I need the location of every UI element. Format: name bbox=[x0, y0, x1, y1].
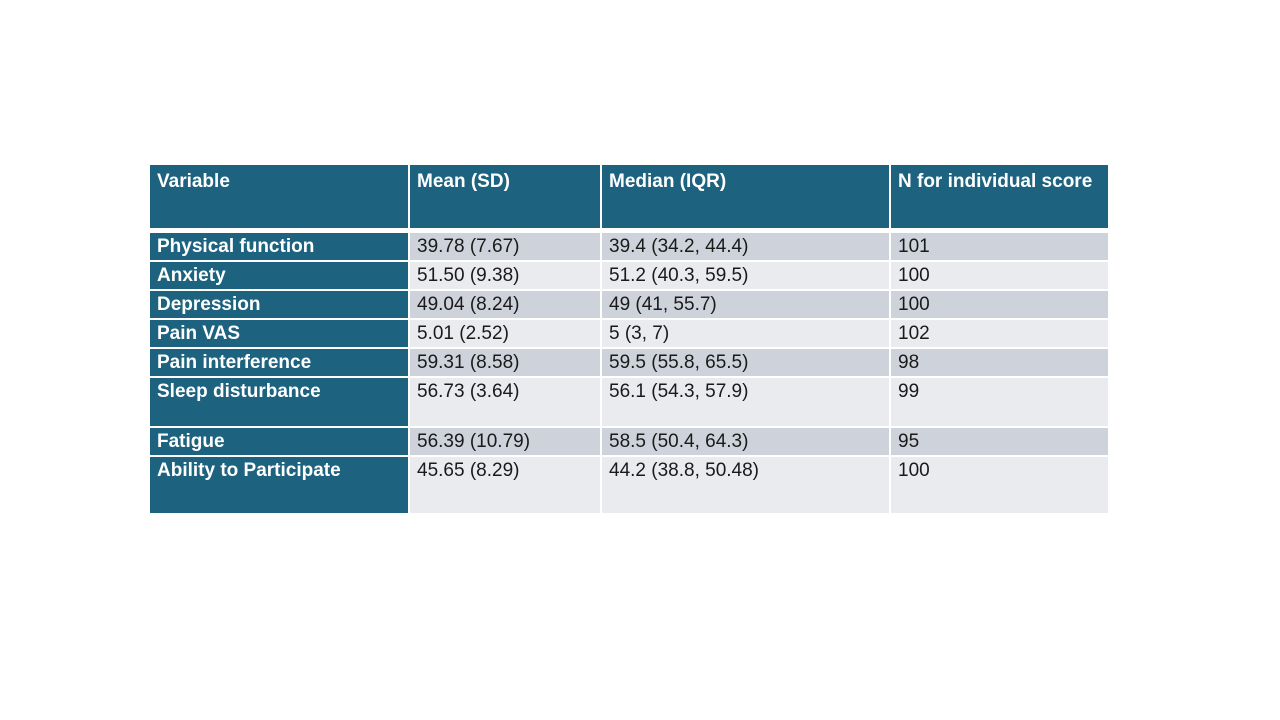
summary-statistics-table: Variable Mean (SD) Median (IQR) N for in… bbox=[150, 165, 1108, 513]
table-cell: 45.65 (8.29) bbox=[410, 457, 602, 513]
col-header-n-individual-score: N for individual score bbox=[891, 165, 1108, 233]
table-cell: 101 bbox=[891, 233, 1108, 262]
col-header-variable: Variable bbox=[150, 165, 410, 233]
table-cell: 39.78 (7.67) bbox=[410, 233, 602, 262]
row-header: Pain interference bbox=[150, 349, 410, 378]
table-cell: 5.01 (2.52) bbox=[410, 320, 602, 349]
table-cell: 102 bbox=[891, 320, 1108, 349]
table-cell: 100 bbox=[891, 291, 1108, 320]
table-cell: 49.04 (8.24) bbox=[410, 291, 602, 320]
table-cell: 100 bbox=[891, 457, 1108, 513]
table-cell: 5 (3, 7) bbox=[602, 320, 891, 349]
table-cell: 39.4 (34.2, 44.4) bbox=[602, 233, 891, 262]
col-header-median-iqr: Median (IQR) bbox=[602, 165, 891, 233]
row-header: Ability to Participate bbox=[150, 457, 410, 513]
table-cell: 56.73 (3.64) bbox=[410, 378, 602, 428]
table-cell: 56.39 (10.79) bbox=[410, 428, 602, 457]
table-cell: 95 bbox=[891, 428, 1108, 457]
row-header: Depression bbox=[150, 291, 410, 320]
table-cell: 44.2 (38.8, 50.48) bbox=[602, 457, 891, 513]
table-cell: 59.31 (8.58) bbox=[410, 349, 602, 378]
table-cell: 59.5 (55.8, 65.5) bbox=[602, 349, 891, 378]
table-cell: 100 bbox=[891, 262, 1108, 291]
table-cell: 49 (41, 55.7) bbox=[602, 291, 891, 320]
table-cell: 58.5 (50.4, 64.3) bbox=[602, 428, 891, 457]
row-header: Pain VAS bbox=[150, 320, 410, 349]
row-header: Anxiety bbox=[150, 262, 410, 291]
row-header: Sleep disturbance bbox=[150, 378, 410, 428]
table-cell: 99 bbox=[891, 378, 1108, 428]
table-cell: 98 bbox=[891, 349, 1108, 378]
table-cell: 51.2 (40.3, 59.5) bbox=[602, 262, 891, 291]
table-cell: 56.1 (54.3, 57.9) bbox=[602, 378, 891, 428]
row-header: Physical function bbox=[150, 233, 410, 262]
row-header: Fatigue bbox=[150, 428, 410, 457]
table-cell: 51.50 (9.38) bbox=[410, 262, 602, 291]
col-header-mean-sd: Mean (SD) bbox=[410, 165, 602, 233]
